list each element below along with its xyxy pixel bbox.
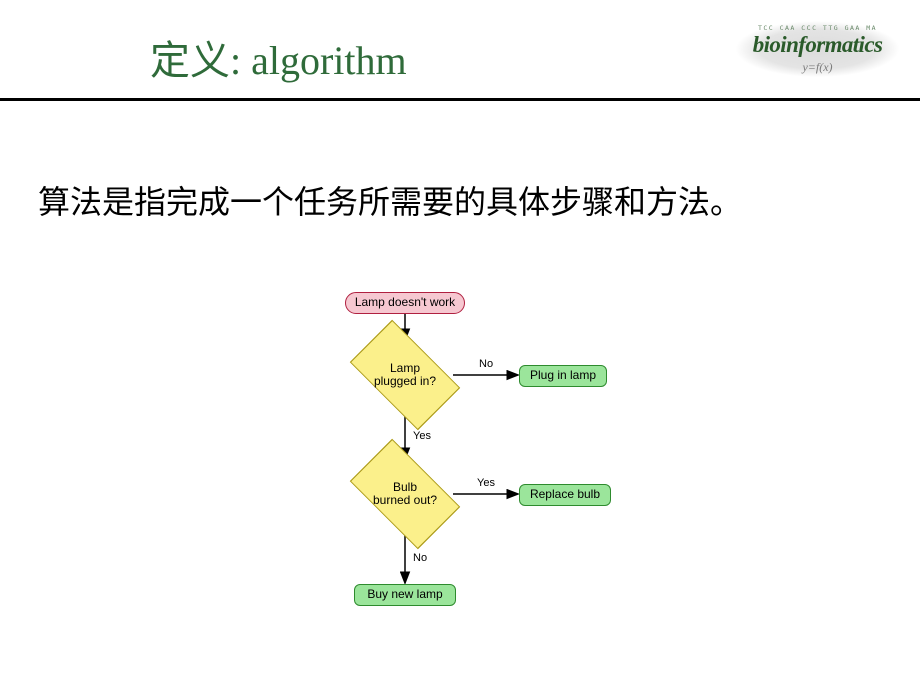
flowchart-edge-label: No — [479, 358, 493, 370]
flowchart-terminator-end: Buy new lamp — [354, 584, 456, 606]
body-text: 算法是指完成一个任务所需要的具体步骤和方法。 — [0, 101, 920, 224]
flowchart-node-label: Bulbburned out? — [362, 460, 448, 528]
flowchart-process-p2: Replace bulb — [519, 484, 611, 506]
flowchart-process-p1: Plug in lamp — [519, 365, 607, 387]
logo-codons: TCC CAA CCC TTG GAA MA — [730, 24, 905, 32]
logo-cloud: TCC CAA CCC TTG GAA MA bioinformatics y=… — [730, 18, 905, 80]
flowchart-terminator-start: Lamp doesn't work — [345, 292, 465, 314]
flowchart-decision-d1: Lampplugged in? — [362, 341, 448, 409]
flowchart-canvas: Lamp doesn't work Lampplugged in? Plug in … — [335, 292, 665, 652]
logo: TCC CAA CCC TTG GAA MA bioinformatics y=… — [730, 18, 905, 80]
flowchart-node-label: Lampplugged in? — [362, 341, 448, 409]
flowchart-edge-label: Yes — [413, 430, 431, 442]
flowchart-decision-d2: Bulbburned out? — [362, 460, 448, 528]
header: 定义: algorithm TCC CAA CCC TTG GAA MA bio… — [0, 0, 920, 98]
flowchart-edge-label: No — [413, 552, 427, 564]
logo-equation: y=f(x) — [730, 60, 905, 75]
flowchart-edge-label: Yes — [477, 477, 495, 489]
logo-main-text: bioinformatics — [730, 32, 905, 58]
